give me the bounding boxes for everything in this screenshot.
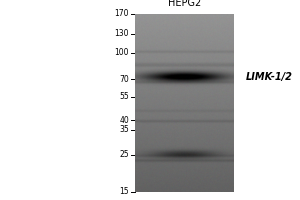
Text: 170: 170	[115, 9, 129, 19]
Text: 25: 25	[119, 150, 129, 159]
Text: 15: 15	[119, 188, 129, 196]
Text: 35: 35	[119, 125, 129, 134]
Text: 40: 40	[119, 116, 129, 125]
Text: 130: 130	[115, 29, 129, 38]
Text: 55: 55	[119, 92, 129, 101]
Text: 70: 70	[119, 75, 129, 84]
Text: 100: 100	[115, 48, 129, 57]
Text: HEPG2: HEPG2	[168, 0, 201, 8]
Text: LIMK-1/2: LIMK-1/2	[246, 72, 293, 82]
